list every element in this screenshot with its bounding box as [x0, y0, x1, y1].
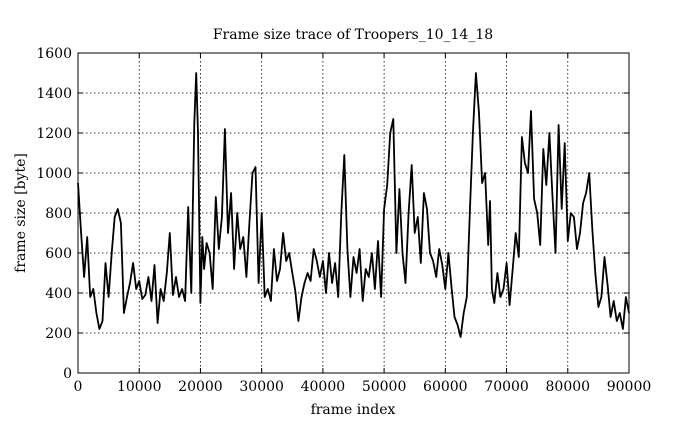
- x-tick-label: 70000: [484, 379, 529, 395]
- y-axis-label: frame size [byte]: [13, 153, 29, 273]
- x-tick-label: 20000: [178, 379, 223, 395]
- y-tick-label: 1200: [36, 126, 72, 142]
- x-tick-label: 30000: [239, 379, 284, 395]
- chart-title: Frame size trace of Troopers_10_14_18: [213, 27, 493, 43]
- x-tick-label: 80000: [546, 379, 591, 395]
- y-tick-label: 400: [45, 286, 72, 302]
- y-tick-label: 200: [45, 326, 72, 342]
- y-tick-label: 800: [45, 206, 72, 222]
- x-tick-label: 0: [74, 379, 83, 395]
- x-tick-label: 50000: [362, 379, 407, 395]
- y-tick-label: 1000: [36, 166, 72, 182]
- y-tick-label: 1400: [36, 86, 72, 102]
- series-line: [77, 72, 630, 338]
- ticks: [77, 52, 630, 374]
- x-tick-label: 60000: [423, 379, 468, 395]
- series-layer: [77, 72, 630, 338]
- x-tick-label: 40000: [301, 379, 346, 395]
- y-tick-labels: 0 200 400 600 800 1000 1200 1400 1600: [36, 46, 72, 382]
- y-tick-label: 600: [45, 246, 72, 262]
- x-tick-label: 90000: [607, 379, 652, 395]
- x-tick-labels: 0 10000 20000 30000 40000 50000 60000 70000 8000…: [74, 379, 652, 395]
- x-axis-label: frame index: [311, 402, 396, 418]
- y-tick-label: 0: [63, 366, 72, 382]
- y-tick-label: 1600: [36, 46, 72, 62]
- x-tick-label: 10000: [117, 379, 162, 395]
